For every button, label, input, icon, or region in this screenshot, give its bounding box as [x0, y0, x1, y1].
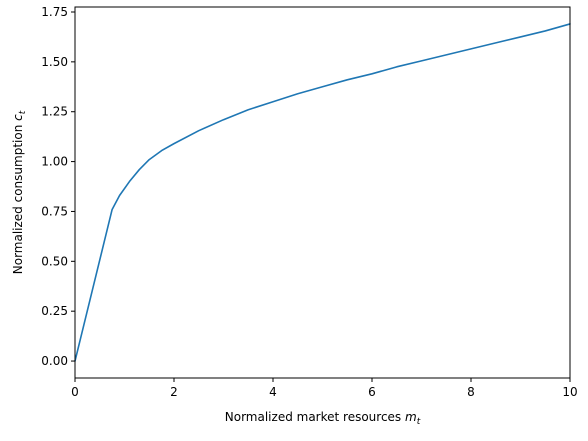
y-tick-label: 0.50 — [41, 254, 68, 268]
y-tick-label: 1.25 — [41, 105, 68, 119]
plot-frame — [74, 6, 571, 379]
x-tick-label: 8 — [467, 385, 475, 399]
y-tick-label: 1.75 — [41, 5, 68, 19]
x-tick-label: 10 — [562, 385, 577, 399]
x-tick-label: 4 — [269, 385, 277, 399]
x-axis-label-subscript: t — [417, 417, 421, 427]
plot-area — [75, 7, 570, 378]
y-axis-ticks: 0.00 0.25 0.50 0.75 1.00 1.25 1.50 1.75 — [41, 5, 75, 368]
x-axis-label-symbol: m — [405, 410, 417, 424]
y-tick-label: 0.00 — [41, 354, 68, 368]
y-tick-label: 0.25 — [41, 304, 68, 318]
y-axis-label-symbol: c — [11, 114, 25, 121]
x-tick-label: 6 — [368, 385, 376, 399]
y-axis-label: Normalized consumption ct — [11, 110, 28, 274]
series-layer — [74, 23, 571, 362]
x-tick-label: 2 — [170, 385, 178, 399]
x-axis-label-text: Normalized market resources — [225, 410, 405, 424]
y-axis-label-text: Normalized consumption — [11, 121, 25, 274]
y-tick-label: 1.50 — [41, 55, 68, 69]
series-line-0 — [74, 23, 571, 362]
x-axis-ticks: 0 2 4 6 8 10 — [71, 378, 578, 399]
y-tick-label: 0.75 — [41, 204, 68, 218]
x-tick-label: 0 — [71, 385, 79, 399]
x-axis-label: Normalized market resources mt — [225, 410, 421, 427]
y-tick-label: 1.00 — [41, 155, 68, 169]
y-axis-label-subscript: t — [18, 110, 28, 114]
